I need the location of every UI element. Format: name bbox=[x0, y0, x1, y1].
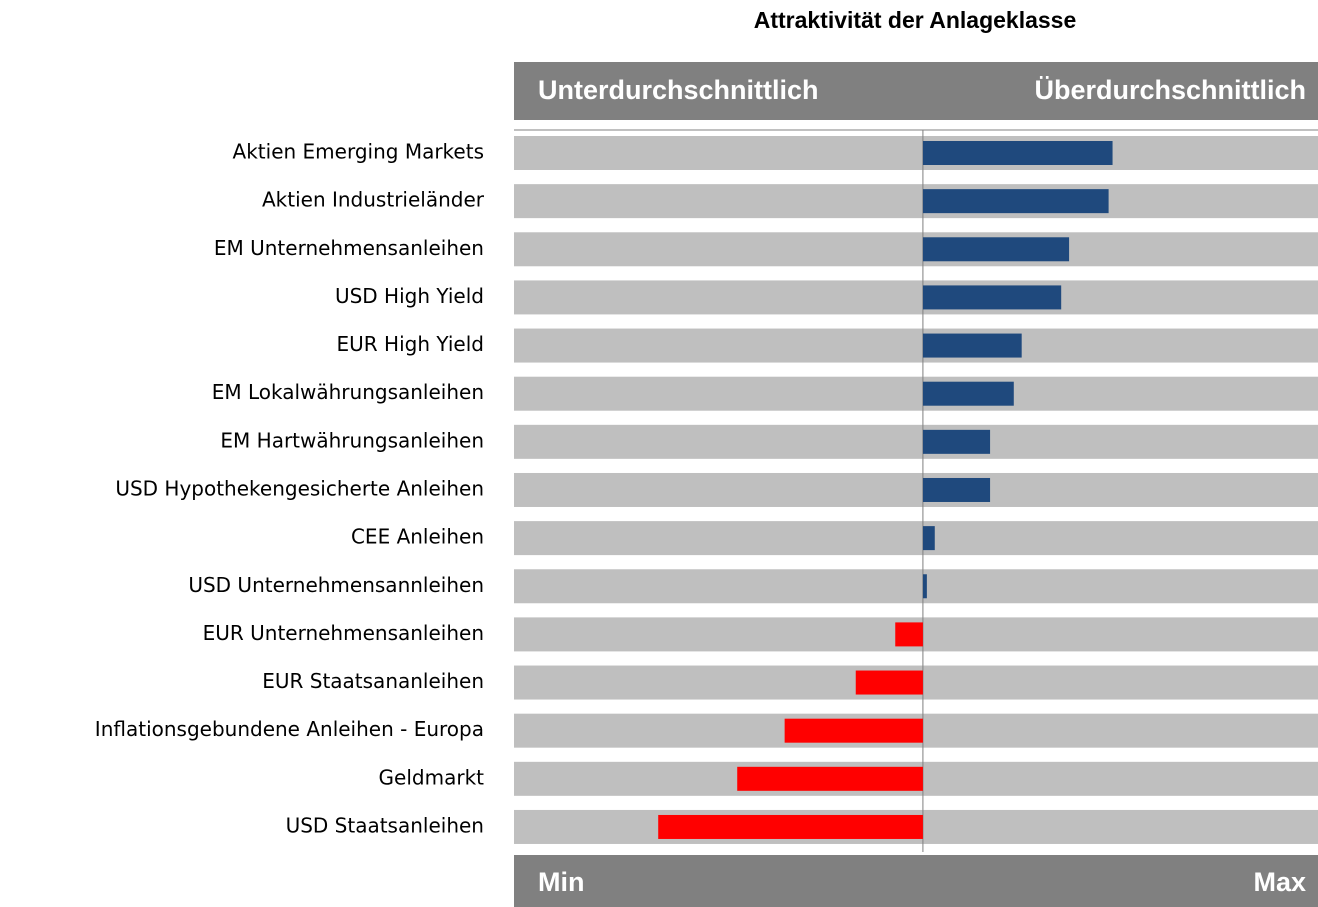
track bbox=[514, 184, 1318, 219]
track bbox=[514, 376, 1318, 411]
category-label: EUR Unternehmensanleihen bbox=[203, 621, 484, 645]
category-label: EUR High Yield bbox=[337, 332, 484, 356]
bar bbox=[737, 766, 923, 791]
header-left: Unterdurchschnittlich bbox=[538, 75, 819, 105]
track bbox=[514, 328, 1318, 363]
bar bbox=[922, 141, 1113, 165]
bar bbox=[784, 718, 923, 743]
track bbox=[514, 136, 1318, 170]
category-label: EUR Staatsananleihen bbox=[262, 669, 484, 693]
bar bbox=[922, 477, 991, 502]
chart-title: Attraktivität der Anlageklasse bbox=[754, 7, 1077, 33]
bar bbox=[922, 574, 927, 599]
category-label: USD Staatsanleihen bbox=[286, 813, 484, 837]
track bbox=[514, 521, 1318, 556]
footer-right: Max bbox=[1253, 867, 1306, 897]
category-label: Inflationsgebundene Anleihen - Europa bbox=[95, 717, 484, 741]
category-label: EM Unternehmensanleihen bbox=[214, 236, 484, 260]
category-label: Aktien Industrieländer bbox=[262, 188, 485, 212]
category-label: USD Hypothekengesicherte Anleihen bbox=[115, 476, 484, 500]
category-label: Aktien Emerging Markets bbox=[233, 140, 484, 164]
footer-band bbox=[514, 855, 1318, 907]
track bbox=[514, 472, 1318, 507]
track bbox=[514, 232, 1318, 267]
category-label: EM Lokalwährungsanleihen bbox=[212, 380, 484, 404]
bar bbox=[922, 381, 1014, 406]
bar bbox=[922, 333, 1022, 358]
category-label: EM Hartwährungsanleihen bbox=[220, 428, 484, 452]
header-right: Überdurchschnittlich bbox=[1034, 75, 1306, 105]
bar bbox=[922, 429, 991, 454]
category-label: CEE Anleihen bbox=[351, 525, 484, 549]
bar bbox=[922, 285, 1062, 310]
bar bbox=[895, 622, 923, 647]
track bbox=[514, 424, 1318, 459]
track bbox=[514, 569, 1318, 604]
bar bbox=[922, 526, 935, 551]
header-band bbox=[514, 62, 1318, 120]
bar bbox=[922, 237, 1070, 262]
bar bbox=[658, 814, 923, 839]
bar bbox=[922, 189, 1109, 214]
bar bbox=[855, 670, 923, 695]
category-label: Geldmarkt bbox=[379, 765, 485, 789]
footer-left: Min bbox=[538, 867, 585, 897]
track bbox=[514, 280, 1318, 315]
category-label: USD Unternehmensannleihen bbox=[188, 573, 484, 597]
category-label: USD High Yield bbox=[335, 284, 484, 308]
